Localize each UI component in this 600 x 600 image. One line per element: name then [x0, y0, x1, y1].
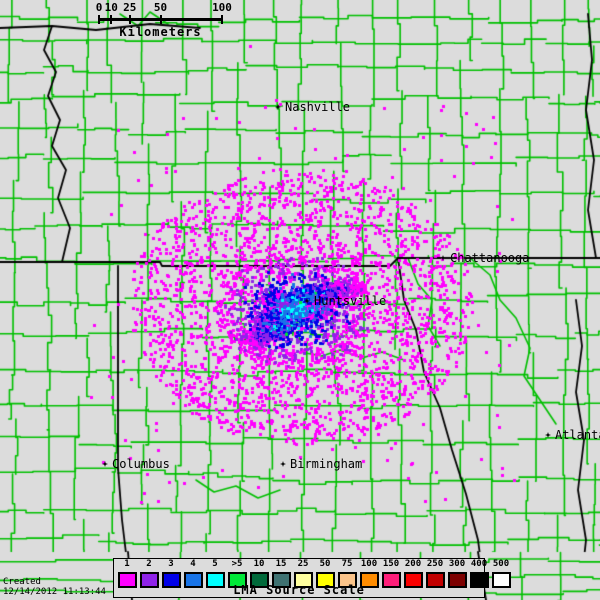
created-label: Created — [3, 577, 41, 587]
scale-bar-tick — [221, 15, 223, 24]
city-label: Chattanooga — [450, 251, 530, 265]
legend-entry-label: 10 — [253, 559, 265, 569]
legend-entry[interactable]: 75 — [336, 559, 358, 588]
legend-color-swatch — [315, 572, 335, 588]
legend-entry-label: 300 — [448, 559, 466, 569]
scale-bar-tick-label: 100 — [212, 1, 232, 14]
scale-bar-unit-label: Kilometers — [119, 25, 202, 39]
city-label: Huntsville — [314, 294, 387, 308]
legend-color-swatch — [293, 572, 313, 588]
legend-color-swatch — [469, 572, 489, 588]
legend-entry-label: >5 — [231, 559, 243, 569]
legend-color-swatch — [491, 572, 511, 588]
legend-color-swatch — [337, 572, 357, 588]
scale-bar-tick — [159, 15, 162, 24]
scale-bar-tick — [110, 15, 113, 24]
legend-entry-label: 15 — [275, 559, 287, 569]
legend-entry-label: 25 — [297, 559, 309, 569]
legend-entry-label: 150 — [382, 559, 400, 569]
legend-entry[interactable]: 400 — [468, 559, 490, 588]
scale-bar-tick-label: 50 — [153, 1, 168, 14]
legend-color-swatch — [447, 572, 467, 588]
legend-entry[interactable]: 50 — [314, 559, 336, 588]
legend-entry[interactable]: 15 — [270, 559, 292, 588]
lma-source-scale-legend: 1 2 3 4 5 >5 10 15 25 50 75 100 150 200 250 300 400 500 L… — [113, 558, 511, 598]
legend-color-swatch — [381, 572, 401, 588]
legend-color-swatch — [139, 572, 159, 588]
legend-entry-label: 400 — [470, 559, 488, 569]
scale-bar: 0 10 25 50 100 Kilometers — [90, 2, 235, 40]
legend-entry-label: 50 — [319, 559, 331, 569]
created-stamp: Created 12/14/2012 11:13:44 — [3, 577, 106, 597]
legend-swatch-row: 1 2 3 4 5 >5 10 15 25 50 75 100 150 200 250 300 400 500 — [116, 559, 512, 588]
city-label: Atlanta — [555, 428, 600, 442]
scale-bar-tick-label: 10 — [104, 1, 118, 14]
legend-color-swatch — [271, 572, 291, 588]
legend-color-swatch — [205, 572, 225, 588]
legend-entry-label: 1 — [124, 559, 130, 569]
legend-color-swatch — [403, 572, 423, 588]
scale-bar-labels: 0 10 25 50 100 — [90, 2, 235, 16]
legend-entry[interactable]: >5 — [226, 559, 248, 588]
legend-entry-label: 250 — [426, 559, 444, 569]
legend-entry-label: 4 — [190, 559, 196, 569]
legend-entry[interactable]: 500 — [490, 559, 512, 588]
legend-entry-label: 200 — [404, 559, 422, 569]
city-label: Birmingham — [290, 457, 363, 471]
scale-bar-tick — [128, 15, 131, 24]
legend-entry-label: 100 — [360, 559, 378, 569]
legend-entry-label: 2 — [146, 559, 152, 569]
city-label: Nashville — [285, 100, 351, 114]
legend-entry[interactable]: 150 — [380, 559, 402, 588]
legend-entry[interactable]: 200 — [402, 559, 424, 588]
legend-color-swatch — [425, 572, 445, 588]
legend-title: LMA Source Scale — [233, 583, 365, 597]
legend-color-swatch — [227, 572, 247, 588]
legend-entry[interactable]: 250 — [424, 559, 446, 588]
scale-bar-tick-label: 25 — [123, 1, 137, 14]
created-timestamp: 12/14/2012 11:13:44 — [3, 587, 106, 597]
legend-entry[interactable]: 25 — [292, 559, 314, 588]
legend-entry-label: 75 — [341, 559, 353, 569]
legend-entry[interactable]: 1 — [116, 559, 138, 588]
city-label: Columbus — [112, 457, 170, 471]
scale-bar-tick-label: 0 — [95, 1, 103, 14]
legend-entry-label: 3 — [168, 559, 174, 569]
legend-entry-label: 5 — [212, 559, 218, 569]
legend-entry[interactable]: 3 — [160, 559, 182, 588]
legend-entry[interactable]: 10 — [248, 559, 270, 588]
legend-color-swatch — [183, 572, 203, 588]
scale-bar-tick — [98, 15, 100, 24]
legend-color-swatch — [359, 572, 379, 588]
legend-entry[interactable]: 5 — [204, 559, 226, 588]
legend-color-swatch — [161, 572, 181, 588]
legend-entry[interactable]: 300 — [446, 559, 468, 588]
legend-entry-label: 500 — [492, 559, 510, 569]
legend-entry[interactable]: 100 — [358, 559, 380, 588]
legend-entry[interactable]: 2 — [138, 559, 160, 588]
legend-color-swatch — [117, 572, 137, 588]
legend-color-swatch — [249, 572, 269, 588]
legend-entry[interactable]: 4 — [182, 559, 204, 588]
